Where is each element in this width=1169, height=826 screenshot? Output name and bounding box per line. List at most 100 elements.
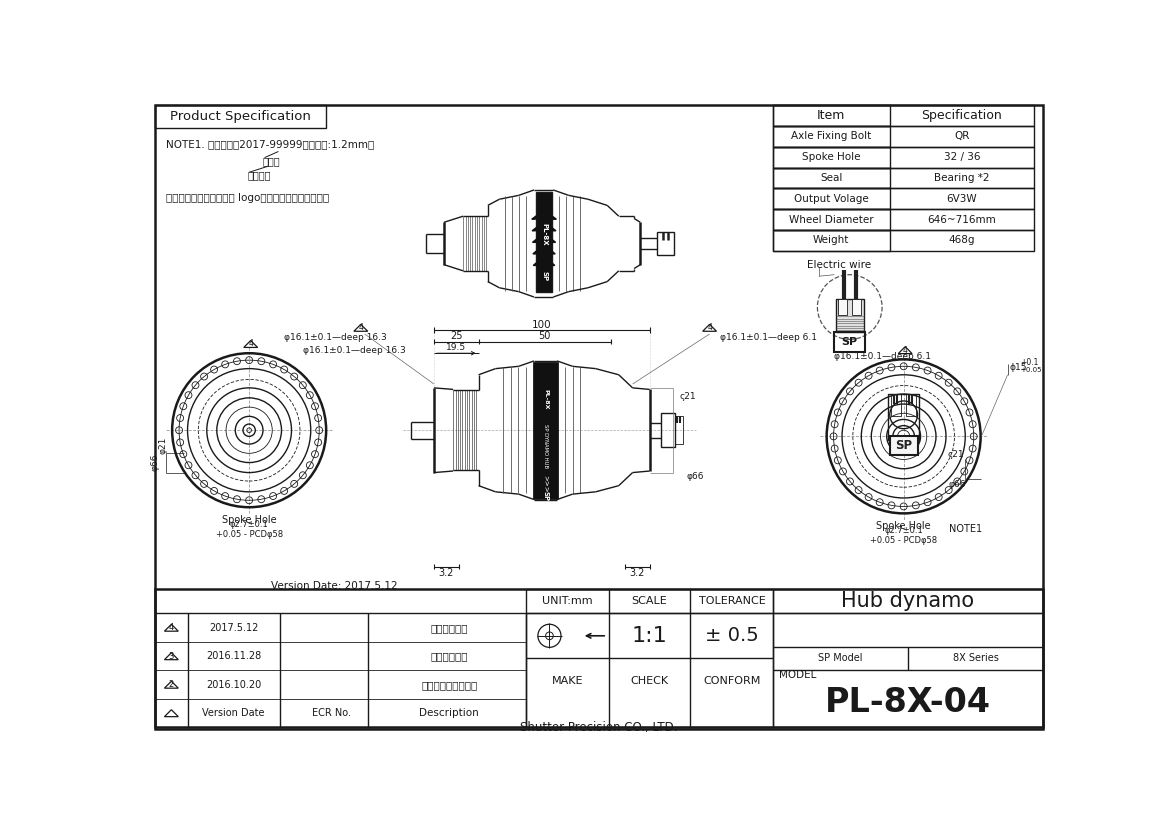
Text: Weight: Weight [814,235,850,245]
Text: +0.05: +0.05 [1021,368,1043,373]
Bar [773,188,1033,209]
Text: Spoke Hole: Spoke Hole [802,152,860,162]
Text: 外形和部品設計變更: 外形和部品設計變更 [421,680,477,690]
Text: 標註尺寸追加: 標註尺寸追加 [430,623,468,633]
Text: MAKE: MAKE [552,676,583,686]
Bar [773,126,890,147]
Text: 出廠年份: 出廠年份 [248,170,271,180]
Polygon shape [533,244,555,254]
Text: 1:1: 1:1 [631,626,667,646]
Bar [835,332,865,352]
Bar [155,589,1043,728]
Bar [773,105,890,126]
Text: NOTE1. 出廠序號：2017-99999字型大小:1.2mm。: NOTE1. 出廠序號：2017-99999字型大小:1.2mm。 [166,139,374,149]
Text: 8X Series: 8X Series [953,653,998,663]
Bar [773,209,890,230]
Text: φ66: φ66 [151,453,160,472]
Bar [890,436,918,455]
Text: Wheel Diameter: Wheel Diameter [789,215,873,225]
Text: SP: SP [542,491,548,501]
Bar [836,299,864,332]
Text: SP: SP [895,439,912,452]
Text: 32 / 36: 32 / 36 [943,152,980,162]
Bar [773,147,1033,168]
Text: Seal: Seal [821,173,843,183]
Text: QR: QR [954,131,969,141]
Text: 25: 25 [450,331,463,341]
Text: TOLERANCE: TOLERANCE [699,596,766,606]
Bar [773,188,890,209]
Text: 4: 4 [707,323,712,332]
Text: Item: Item [817,109,845,122]
Bar [773,147,890,168]
Text: 流水號: 流水號 [263,156,281,166]
Text: ECR No.: ECR No. [312,708,351,718]
Text: 6V3W: 6V3W [947,194,977,204]
Text: 50: 50 [539,331,551,341]
Text: Shutter Precision CO., LTD.: Shutter Precision CO., LTD. [520,721,678,734]
Text: 468g: 468g [948,235,975,245]
Text: 3: 3 [168,652,174,661]
Polygon shape [533,256,555,265]
Text: Output Volage: Output Volage [794,194,869,204]
Text: φ2.7±0.1
+0.05 - PCDφ58: φ2.7±0.1 +0.05 - PCDφ58 [215,520,283,539]
Text: 646~716mm: 646~716mm [927,215,996,225]
Text: PL-8X-04: PL-8X-04 [825,686,991,719]
Bar [852,299,862,315]
Bar [662,413,675,447]
Text: ς21: ς21 [948,450,964,459]
Text: Spoke Hole: Spoke Hole [877,520,931,530]
Text: CONFORM: CONFORM [704,676,761,686]
Bar [773,126,1033,147]
Bar [773,230,1033,251]
Text: Specification: Specification [921,109,1002,122]
Text: Spoke Hole: Spoke Hole [222,515,276,525]
Text: 2: 2 [168,680,174,689]
Text: 部品設計變更: 部品設計變更 [430,651,468,662]
Text: Version Date: 2017.5.12: Version Date: 2017.5.12 [270,581,397,591]
Text: 3.2: 3.2 [438,568,454,578]
Text: ς21: ς21 [679,392,697,401]
Text: φ2.7±0.1
+0.05 - PCDφ58: φ2.7±0.1 +0.05 - PCDφ58 [870,526,938,545]
Text: Axle Fixing Bolt: Axle Fixing Bolt [791,131,871,141]
Bar [155,105,326,128]
Text: 2016.10.20: 2016.10.20 [206,680,262,690]
Text: 2016.11.28: 2016.11.28 [206,651,262,662]
Bar [773,168,890,188]
Text: ± 0.5: ± 0.5 [705,626,759,645]
Bar [773,589,1043,728]
Polygon shape [533,233,555,242]
Text: φ16.1±0.1—deep 16.3: φ16.1±0.1—deep 16.3 [284,334,387,342]
Text: Version Date: Version Date [202,708,265,718]
Text: φ16.1±0.1—deep 16.3: φ16.1±0.1—deep 16.3 [303,345,406,354]
Bar [657,232,675,255]
Text: PL-8X: PL-8X [544,389,548,410]
Text: +0.1: +0.1 [1021,358,1039,367]
Bar [675,416,683,444]
Text: SP: SP [842,337,858,347]
Text: φ66: φ66 [687,472,705,481]
Text: 4: 4 [248,339,254,349]
Polygon shape [532,221,556,230]
Text: SCALE: SCALE [631,596,667,606]
Text: 4: 4 [168,624,174,632]
Text: 4: 4 [902,345,907,354]
Bar [537,192,552,292]
Bar [838,299,848,315]
Text: φ21: φ21 [159,437,167,454]
Text: MODEL: MODEL [779,670,816,680]
Text: 100: 100 [532,320,552,330]
Text: Product Specification: Product Specification [171,111,311,123]
Text: UNIT:mm: UNIT:mm [542,596,593,606]
Text: SP DYNAMO HUB: SP DYNAMO HUB [544,424,548,468]
Bar [533,362,558,499]
Text: 雷刻方式：正反兩面不同 logo，雷刻圖樣須符合圖面。: 雷刻方式：正反兩面不同 logo，雷刻圖樣須符合圖面。 [166,192,330,202]
Text: φ16.1±0.1—deep 6.1: φ16.1±0.1—deep 6.1 [720,334,817,342]
Text: 2017.5.12: 2017.5.12 [209,623,258,633]
Bar [526,589,773,728]
Text: SP Model: SP Model [818,653,863,663]
Bar [906,394,916,415]
Text: Hub dynamo: Hub dynamo [842,591,975,611]
Text: Description: Description [420,708,479,718]
Text: 19.5: 19.5 [447,344,466,353]
